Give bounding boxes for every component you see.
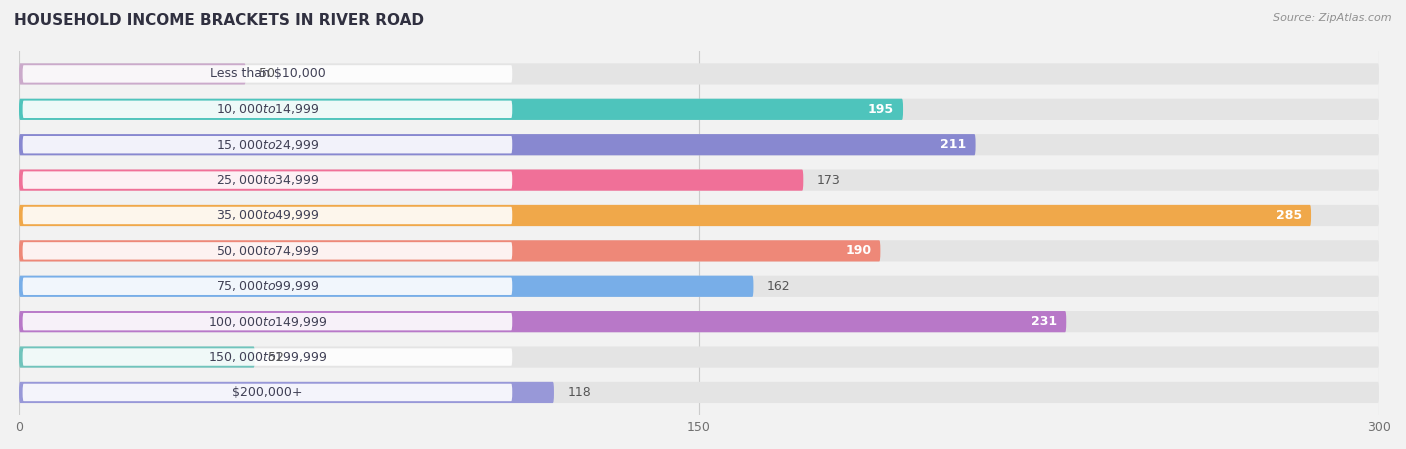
Text: $75,000 to $99,999: $75,000 to $99,999 [215,279,319,293]
FancyBboxPatch shape [20,347,254,368]
Text: 211: 211 [941,138,966,151]
FancyBboxPatch shape [20,169,803,191]
FancyBboxPatch shape [20,134,976,155]
FancyBboxPatch shape [22,207,512,224]
Text: 195: 195 [868,103,894,116]
FancyBboxPatch shape [20,63,246,84]
Text: 173: 173 [817,174,841,187]
Text: 231: 231 [1031,315,1057,328]
FancyBboxPatch shape [20,276,754,297]
Text: HOUSEHOLD INCOME BRACKETS IN RIVER ROAD: HOUSEHOLD INCOME BRACKETS IN RIVER ROAD [14,13,425,28]
FancyBboxPatch shape [20,240,880,261]
Text: 50: 50 [259,67,276,80]
FancyBboxPatch shape [22,313,512,330]
FancyBboxPatch shape [22,277,512,295]
FancyBboxPatch shape [22,136,512,154]
Text: $100,000 to $149,999: $100,000 to $149,999 [208,315,328,329]
FancyBboxPatch shape [20,99,903,120]
FancyBboxPatch shape [20,382,1379,403]
FancyBboxPatch shape [22,172,512,189]
Text: $200,000+: $200,000+ [232,386,302,399]
Text: 190: 190 [845,244,872,257]
FancyBboxPatch shape [20,63,1379,84]
Text: $15,000 to $24,999: $15,000 to $24,999 [215,138,319,152]
Text: $10,000 to $14,999: $10,000 to $14,999 [215,102,319,116]
Text: $25,000 to $34,999: $25,000 to $34,999 [215,173,319,187]
FancyBboxPatch shape [22,101,512,118]
FancyBboxPatch shape [20,311,1066,332]
FancyBboxPatch shape [20,382,554,403]
FancyBboxPatch shape [20,99,1379,120]
FancyBboxPatch shape [20,134,1379,155]
FancyBboxPatch shape [20,240,1379,261]
FancyBboxPatch shape [22,242,512,260]
FancyBboxPatch shape [20,347,1379,368]
Text: $35,000 to $49,999: $35,000 to $49,999 [215,208,319,223]
Text: 162: 162 [768,280,790,293]
FancyBboxPatch shape [22,65,512,83]
FancyBboxPatch shape [22,384,512,401]
FancyBboxPatch shape [20,169,1379,191]
Text: 52: 52 [269,351,284,364]
Text: $50,000 to $74,999: $50,000 to $74,999 [215,244,319,258]
FancyBboxPatch shape [20,276,1379,297]
FancyBboxPatch shape [22,348,512,366]
FancyBboxPatch shape [20,205,1310,226]
Text: 285: 285 [1275,209,1302,222]
Text: Less than $10,000: Less than $10,000 [209,67,325,80]
Text: $150,000 to $199,999: $150,000 to $199,999 [208,350,328,364]
Text: Source: ZipAtlas.com: Source: ZipAtlas.com [1274,13,1392,23]
FancyBboxPatch shape [20,205,1379,226]
Text: 118: 118 [568,386,592,399]
FancyBboxPatch shape [20,311,1379,332]
